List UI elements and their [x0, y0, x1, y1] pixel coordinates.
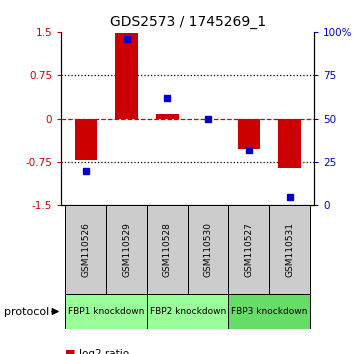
Bar [106, 205, 147, 294]
Bar [188, 205, 229, 294]
Bar [65, 294, 147, 329]
Bar [147, 294, 229, 329]
Bar [156, 114, 179, 119]
Text: protocol: protocol [4, 307, 49, 316]
Text: FBP2 knockdown: FBP2 knockdown [149, 307, 226, 316]
Bar [229, 294, 310, 329]
Text: GSM110529: GSM110529 [122, 222, 131, 277]
Text: log2 ratio: log2 ratio [79, 349, 130, 354]
Text: GSM110528: GSM110528 [163, 222, 172, 277]
Text: ■: ■ [65, 349, 75, 354]
Text: GSM110527: GSM110527 [244, 222, 253, 277]
Text: GSM110530: GSM110530 [204, 222, 213, 277]
Bar [269, 205, 310, 294]
Bar [238, 119, 260, 149]
Bar [147, 205, 188, 294]
Bar [116, 33, 138, 119]
Bar [229, 205, 269, 294]
Bar [65, 205, 106, 294]
Bar [75, 119, 97, 160]
Text: FBP1 knockdown: FBP1 knockdown [68, 307, 144, 316]
Text: GSM110531: GSM110531 [285, 222, 294, 277]
Bar [278, 119, 301, 168]
Text: FBP3 knockdown: FBP3 knockdown [231, 307, 308, 316]
Text: GSM110526: GSM110526 [81, 222, 90, 277]
Title: GDS2573 / 1745269_1: GDS2573 / 1745269_1 [110, 16, 266, 29]
